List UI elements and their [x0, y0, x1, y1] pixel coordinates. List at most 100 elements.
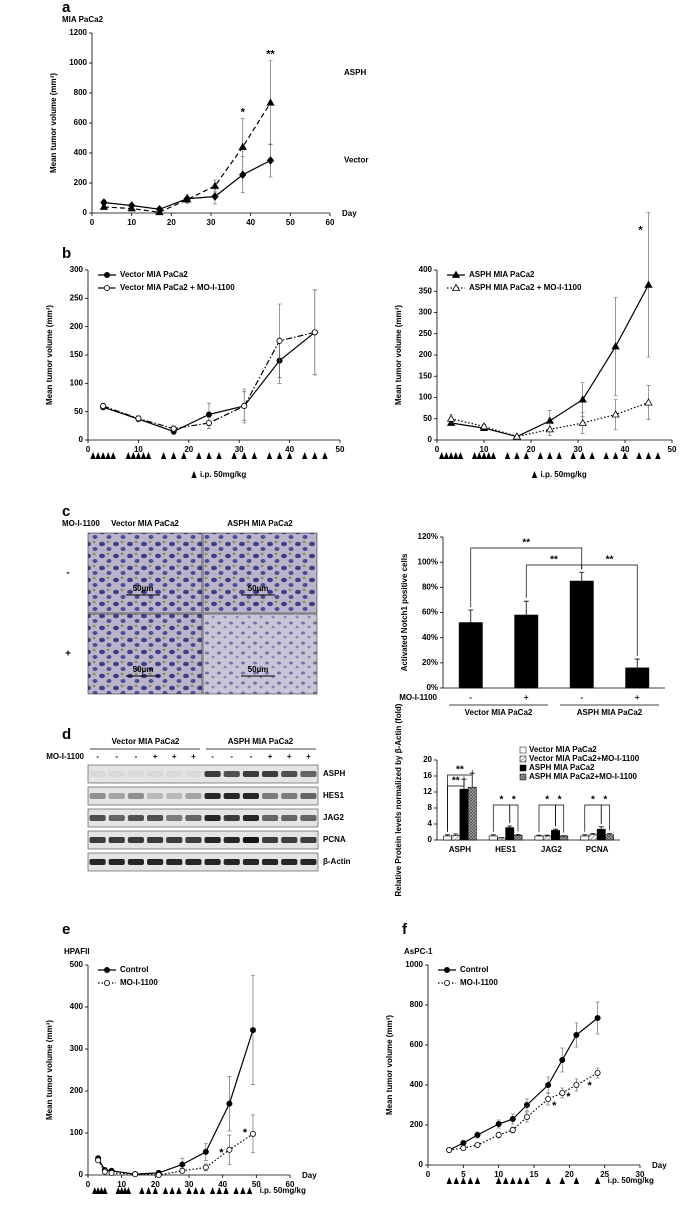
bar [551, 830, 560, 841]
x-tick-label: 50 [668, 445, 677, 454]
blot-band [300, 837, 317, 843]
blot-band [281, 793, 298, 799]
y-tick-label: 0 [79, 1170, 84, 1179]
error-bar [507, 825, 513, 828]
error-bar [445, 834, 451, 836]
legend-label: Vector MIA PaCa2+MO-I-1100 [529, 754, 640, 763]
dose-arrow [603, 452, 609, 459]
x-tick-label: 0 [426, 1170, 431, 1179]
y-tick-label: 200 [70, 322, 84, 331]
error-bar [453, 833, 459, 836]
x-tick-label: - [580, 693, 583, 702]
error-bar [536, 834, 542, 836]
dose-arrow [216, 452, 222, 459]
significance-bracket [447, 776, 465, 832]
blot-group-label: ASPH MIA PaCa2 [228, 737, 294, 746]
x-tick-label: 20 [565, 1170, 574, 1179]
blot-band [185, 815, 202, 821]
legend-label: Vector MIA PaCa2 [120, 270, 188, 279]
y-tick-label: 200 [74, 178, 88, 187]
y-tick-label: 60% [422, 608, 438, 617]
marker [128, 201, 136, 210]
y-tick-label: 8 [428, 803, 433, 812]
marker [179, 1161, 186, 1168]
dose-arrow [589, 452, 595, 459]
y-tick-label: 0 [79, 435, 84, 444]
x-axis-label: Day [302, 1171, 317, 1180]
dose-arrow [503, 1177, 509, 1184]
y-tick-label: 0 [83, 208, 88, 217]
blot-treatment-sign: + [153, 752, 158, 761]
blot-band [242, 771, 259, 777]
marker [238, 142, 247, 150]
y-tick-label: 150 [419, 371, 433, 380]
y-tick-label: 600 [74, 118, 88, 127]
blot-band [262, 771, 279, 777]
dose-arrow [95, 452, 101, 459]
significance: * [219, 1147, 224, 1159]
x-tick-label: JAG2 [541, 845, 562, 854]
x-tick-label: 50 [252, 1180, 261, 1189]
x-tick-label: 60 [326, 218, 335, 227]
bar [467, 786, 477, 841]
marker [512, 432, 522, 440]
marker [132, 1171, 139, 1178]
marker [101, 1168, 108, 1175]
y-tick-label: 0 [428, 435, 433, 444]
dose-arrow [457, 452, 464, 459]
blot-treatment-sign: - [230, 752, 233, 761]
y-tick-label: 50 [423, 414, 432, 423]
dose-arrow [90, 452, 96, 459]
blot-band [281, 859, 298, 865]
x-tick-label: 60 [286, 1180, 295, 1189]
x-tick-label: 20 [151, 1180, 160, 1189]
marker [249, 1130, 256, 1137]
dose-arrow [570, 452, 576, 459]
x-tick-label: 40 [285, 445, 294, 454]
y-tick-label: 4 [428, 819, 433, 828]
dose-arrow [580, 452, 586, 459]
marker [644, 398, 653, 406]
category-axis-label: MO-I-1100 [399, 693, 437, 702]
bar [605, 834, 614, 841]
x-tick-label: 10 [494, 1170, 503, 1179]
dose-arrow [266, 452, 273, 459]
blot-treatment-sign: - [96, 752, 99, 761]
dose-arrow [322, 452, 328, 459]
bar [596, 828, 606, 841]
bar [497, 837, 506, 841]
x-axis-label: Day [652, 1161, 667, 1170]
significance-bracket [581, 564, 638, 657]
legend-label: Control [120, 965, 148, 974]
y-tick-label: 200 [70, 1086, 84, 1095]
bar [534, 835, 544, 841]
legend-swatch [519, 746, 527, 754]
dose-arrow [231, 452, 237, 459]
legend-marker [443, 980, 450, 987]
blot-band [262, 793, 279, 799]
y-tick-label: 20 [423, 755, 432, 764]
blot-band [89, 793, 106, 799]
dose-arrow [152, 1187, 159, 1194]
dose-arrow [517, 1177, 523, 1184]
series-label: Vector [344, 156, 368, 165]
dose-arrow [467, 1177, 474, 1184]
dose-arrow [162, 1187, 169, 1194]
x-tick-label: PCNA [586, 845, 609, 854]
y-tick-label: 400 [410, 1080, 424, 1089]
marker [239, 170, 247, 180]
panel-label: e [62, 921, 70, 938]
y-tick-label: 0 [428, 835, 433, 844]
significance: ** [550, 555, 558, 566]
blot-band [166, 793, 183, 799]
x-tick-label: 20 [527, 445, 536, 454]
legend-label: MO-I-1100 [120, 978, 158, 987]
x-tick-label: 40 [246, 218, 255, 227]
y-axis-label: Mean tumor volume (mm³) [45, 305, 54, 405]
significance-bracket [584, 804, 602, 832]
significance: * [500, 795, 504, 806]
legend-label: Vector MIA PaCa2 [529, 745, 597, 754]
x-tick-label: 20 [184, 445, 193, 454]
y-tick-label: 600 [410, 1040, 424, 1049]
marker [155, 204, 164, 214]
